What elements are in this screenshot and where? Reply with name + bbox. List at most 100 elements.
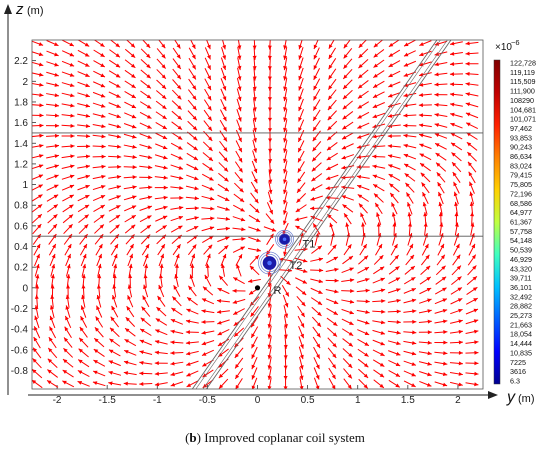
- y-tick-label: 2: [22, 77, 28, 88]
- field-arrow: [465, 361, 479, 366]
- field-arrow: [171, 100, 182, 110]
- field-arrow: [252, 119, 257, 133]
- field-arrow: [77, 92, 90, 98]
- field-arrow: [172, 68, 182, 80]
- field-arrow: [357, 358, 369, 368]
- field-arrow: [216, 309, 230, 314]
- field-arrow: [434, 351, 448, 356]
- field-arrow: [465, 82, 479, 87]
- field-arrow: [48, 336, 57, 349]
- field-arrow: [108, 123, 122, 129]
- field-arrow: [465, 350, 479, 355]
- field-arrow: [108, 144, 122, 149]
- field-arrow: [312, 223, 321, 235]
- field-arrow: [77, 60, 90, 68]
- field-arrow: [465, 308, 479, 315]
- field-arrow: [356, 309, 370, 314]
- field-arrow: [467, 151, 477, 162]
- field-arrow: [201, 330, 215, 335]
- field-arrow: [32, 213, 43, 224]
- field-arrow: [418, 319, 432, 324]
- field-arrow: [124, 349, 137, 356]
- field-arrow: [268, 170, 273, 184]
- field-arrow: [127, 295, 134, 308]
- field-arrow: [171, 307, 183, 316]
- field-arrow: [47, 347, 58, 359]
- field-arrow: [79, 326, 88, 338]
- field-arrow: [233, 277, 245, 285]
- field-arrow: [186, 370, 199, 377]
- field-arrow: [35, 274, 40, 288]
- field-arrow: [451, 265, 462, 276]
- field-arrow: [65, 253, 72, 267]
- field-arrow: [140, 317, 152, 327]
- field-arrow: [326, 256, 339, 264]
- field-arrow: [34, 305, 39, 319]
- field-arrow: [435, 152, 447, 161]
- field-arrow: [186, 142, 198, 151]
- field-arrow: [251, 357, 258, 370]
- field-arrow: [373, 369, 385, 378]
- field-arrow: [203, 99, 212, 111]
- field-arrow: [109, 338, 121, 347]
- field-arrow: [434, 72, 448, 77]
- field-arrow: [155, 215, 168, 222]
- field-arrow: [359, 243, 368, 256]
- x-tick-label: 1: [355, 395, 361, 406]
- field-arrow: [92, 113, 106, 118]
- field-arrow: [434, 340, 448, 345]
- field-arrow: [61, 174, 75, 180]
- field-arrow: [108, 134, 122, 139]
- field-arrow: [50, 305, 55, 318]
- field-arrow: [327, 327, 338, 337]
- field-arrow: [420, 265, 431, 276]
- field-arrow: [62, 214, 74, 224]
- field-arrow: [171, 121, 183, 130]
- field-arrow: [313, 377, 320, 389]
- field-arrow: [154, 371, 168, 376]
- field-arrow: [405, 182, 415, 193]
- field-arrow: [327, 89, 337, 101]
- field-arrow: [372, 80, 385, 89]
- field-arrow: [437, 181, 445, 194]
- field-arrow: [299, 367, 304, 380]
- field-arrow: [407, 212, 412, 226]
- field-arrow: [283, 57, 288, 71]
- field-arrow: [313, 367, 320, 380]
- field-arrow: [46, 71, 59, 77]
- field-arrow: [123, 123, 137, 129]
- field-arrow: [250, 192, 259, 204]
- field-arrow: [65, 294, 70, 308]
- field-arrow: [372, 91, 385, 99]
- field-arrow: [154, 185, 168, 190]
- y-tick-label: 1.2: [14, 159, 28, 170]
- field-arrow: [156, 90, 167, 100]
- field-arrow: [298, 98, 304, 112]
- field-arrow: [233, 327, 245, 337]
- colorbar-tick-label: 119,119: [510, 68, 535, 77]
- colorbar-tick-label: 64,977: [510, 208, 532, 217]
- field-arrow: [139, 185, 153, 190]
- field-arrow: [465, 92, 479, 97]
- field-arrow: [325, 298, 339, 305]
- field-arrow: [170, 164, 184, 170]
- field-arrow: [46, 113, 60, 118]
- field-arrow: [92, 185, 106, 191]
- field-arrow: [372, 102, 385, 109]
- field-arrow: [267, 325, 272, 339]
- field-arrow: [267, 315, 272, 329]
- field-arrow: [32, 72, 44, 77]
- field-arrow: [450, 319, 463, 324]
- field-arrow: [123, 133, 137, 139]
- field-arrow: [157, 243, 166, 256]
- field-arrow: [33, 326, 41, 339]
- field-arrow: [403, 123, 417, 128]
- field-arrow: [418, 309, 432, 314]
- y-tick-label: 0.4: [14, 242, 28, 253]
- field-arrow: [233, 193, 245, 203]
- field-arrow: [64, 326, 72, 339]
- field-arrow: [204, 78, 212, 91]
- field-arrow: [46, 123, 60, 128]
- field-arrow: [217, 328, 230, 336]
- field-arrow: [139, 371, 153, 376]
